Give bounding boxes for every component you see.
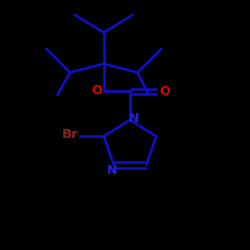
Text: Br: Br xyxy=(62,128,78,141)
Text: O: O xyxy=(159,85,170,98)
Text: N: N xyxy=(129,112,140,125)
Text: O: O xyxy=(92,84,102,96)
Text: N: N xyxy=(107,164,118,176)
